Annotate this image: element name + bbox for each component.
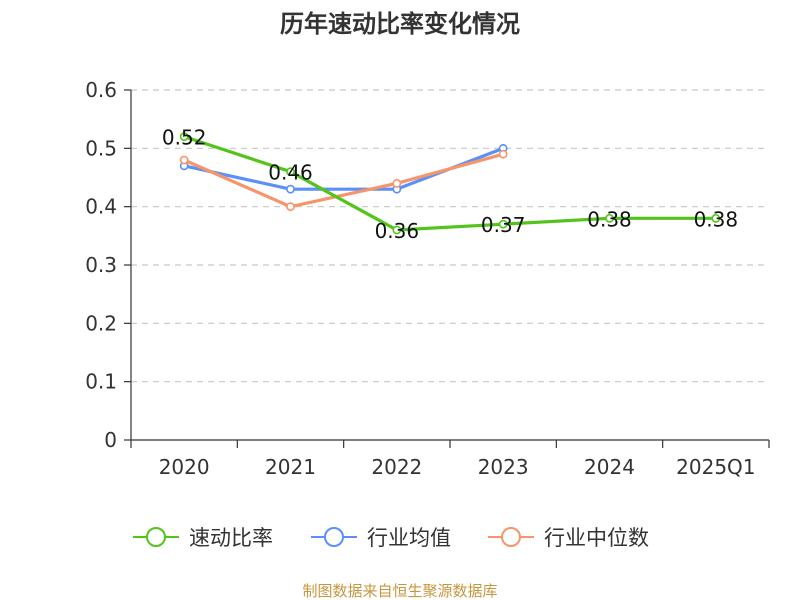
series [179,132,721,235]
data-labels: 0.52 0.46 0.36 0.37 0.38 0.38 [162,126,738,243]
series-0 [179,132,721,235]
data-label: 0.52 [162,126,207,150]
source-note: 制图数据来自恒生聚源数据库 [302,582,497,600]
data-label: 0.38 [587,207,632,231]
data-point [498,219,508,229]
series-line [183,135,716,232]
data-point [498,149,508,159]
y-tick-label: 0.2 [85,311,117,335]
x-tick-label: 2021 [265,455,316,479]
data-point [179,155,189,165]
legend-item: 行业均值 [311,526,451,550]
data-label: 0.38 [694,207,739,231]
y-tick-label: 0.3 [85,253,117,277]
legend-marker [501,527,521,547]
x-tick-label: 2020 [159,455,210,479]
axes: 0 0.1 0.2 0.3 0.4 0.5 0.6 2020 2021 2022 2023 2024 2… [85,78,770,479]
data-label: 0.36 [375,219,420,243]
x-tick-label: 2024 [584,455,635,479]
y-tick-label: 0.6 [85,78,117,102]
y-tick-label: 0 [104,428,117,452]
legend-item: 速动比率 [133,526,273,550]
data-point [286,184,295,194]
legend-item: 行业中位数 [488,526,649,550]
legend-marker [324,527,344,547]
data-point [392,225,402,235]
series-2 [179,149,508,212]
grid [131,89,769,383]
y-tick-label: 0.1 [85,370,117,394]
legend-label: 速动比率 [189,526,273,550]
legend-label: 行业均值 [367,526,451,550]
y-tick-label: 0.4 [85,195,117,219]
data-point [179,132,189,142]
y-tick-label: 0.5 [85,136,117,160]
data-point [286,202,295,212]
legend-marker [146,527,166,547]
x-tick-label: 2025Q1 [676,455,755,479]
data-point [605,213,614,223]
x-tick-label: 2022 [371,455,422,479]
data-point [711,213,721,223]
x-tick-label: 2023 [478,455,529,479]
series-line [183,152,504,209]
chart-title: 历年速动比率变化情况 [280,10,520,38]
data-point [286,167,295,177]
data-point [392,178,402,188]
legend-label: 行业中位数 [544,526,649,550]
legend: 速动比率 行业均值 行业中位数 [133,526,649,550]
data-label: 0.37 [481,213,526,237]
data-label: 0.46 [268,161,313,185]
